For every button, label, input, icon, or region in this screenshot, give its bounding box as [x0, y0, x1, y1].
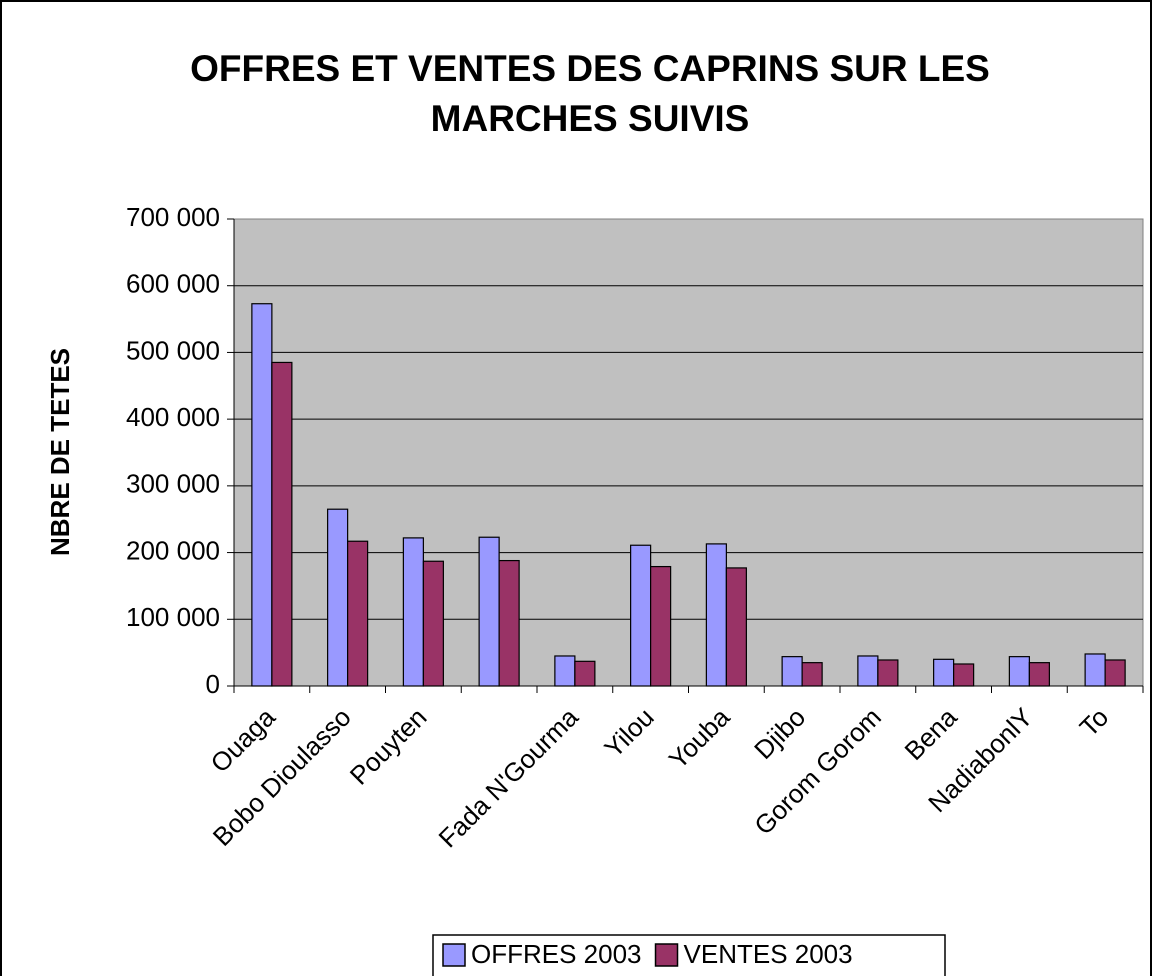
x-tick-label: Yilou — [598, 702, 659, 763]
bar — [630, 544, 652, 687]
y-tick-label: 300 000 — [126, 469, 220, 499]
bar — [953, 663, 975, 687]
legend-label: VENTES 2003 — [684, 939, 853, 969]
legend-label: OFFRES 2003 — [471, 939, 642, 969]
x-tick-label: To — [1074, 702, 1115, 743]
bar — [422, 560, 444, 687]
y-tick-label: 600 000 — [126, 269, 220, 299]
bar — [650, 565, 672, 687]
bar — [251, 303, 273, 687]
bar — [554, 655, 576, 687]
bar — [1008, 656, 1030, 687]
y-tick-label: 700 000 — [126, 202, 220, 232]
bar — [857, 655, 879, 687]
bar — [801, 662, 823, 687]
x-tick-label: Youba — [663, 702, 736, 775]
bar — [781, 656, 803, 687]
bar — [347, 540, 369, 687]
x-tick-label: Djibo — [748, 702, 811, 765]
bar — [933, 658, 955, 687]
bar — [705, 543, 727, 687]
bar — [574, 660, 596, 687]
bar — [877, 659, 899, 687]
legend-box — [432, 934, 946, 976]
legend-swatch — [442, 943, 466, 967]
x-tick-label: Pouyten — [344, 702, 433, 791]
bar — [498, 559, 520, 687]
y-tick-label: 200 000 — [126, 535, 220, 565]
bar — [1104, 659, 1126, 687]
bar — [271, 361, 293, 687]
x-tick-label: Fada N'Gourma — [433, 702, 585, 854]
bar — [402, 537, 424, 687]
y-tick-label: 0 — [206, 669, 220, 699]
chart-title: OFFRES ET VENTES DES CAPRINS SUR LES MAR… — [190, 48, 990, 139]
legend-swatch — [654, 943, 679, 967]
bar — [327, 508, 349, 687]
bar — [725, 567, 747, 687]
y-axis-label: NBRE DE TETES — [45, 348, 75, 556]
bar — [478, 536, 500, 687]
y-tick-label: 500 000 — [126, 335, 220, 365]
y-tick-label: 100 000 — [126, 602, 220, 632]
x-tick-label: Bena — [899, 702, 964, 767]
x-tick-label: Bobo Dioulasso — [207, 702, 357, 852]
bar — [1084, 653, 1106, 687]
bar — [1028, 662, 1050, 687]
plot-area — [233, 218, 1144, 687]
y-tick-label: 400 000 — [126, 402, 220, 432]
